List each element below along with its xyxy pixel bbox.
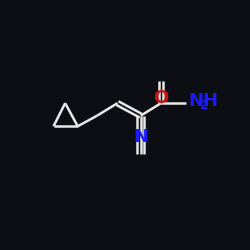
Text: O: O: [154, 89, 169, 107]
Text: N: N: [133, 128, 148, 146]
Text: NH: NH: [188, 92, 218, 110]
Text: 2: 2: [200, 98, 209, 112]
